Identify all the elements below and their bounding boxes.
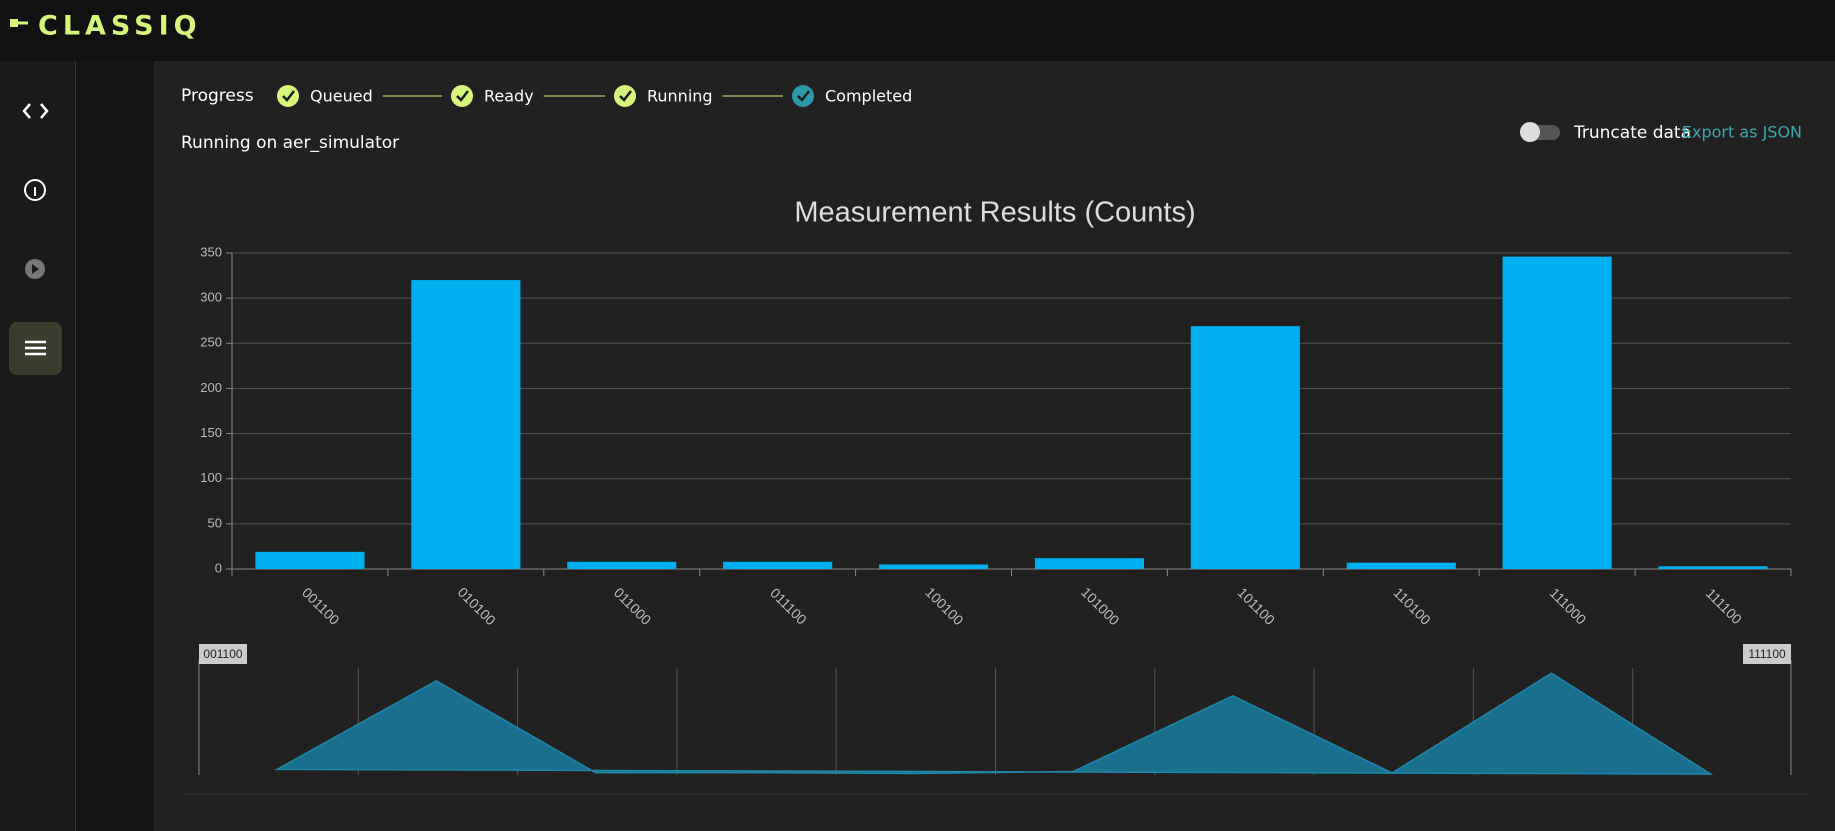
step-icon (614, 85, 636, 107)
check (619, 90, 632, 102)
range-label: 111100 (1748, 647, 1786, 661)
run-icon (32, 264, 39, 274)
bar (1658, 566, 1768, 569)
bar (411, 280, 521, 569)
step-label: Completed (825, 87, 912, 106)
step-label: Running (647, 87, 713, 106)
range-label: 001100 (203, 647, 242, 661)
toggle-label: Truncate data (1573, 123, 1691, 143)
y-tick-label: 250 (200, 335, 222, 350)
logo-mark (10, 19, 18, 27)
export-button[interactable]: Export as JSON (1682, 123, 1802, 142)
bar (1034, 558, 1145, 569)
bar (1346, 562, 1456, 569)
y-tick-label: 350 (200, 244, 222, 259)
side-panel (76, 61, 154, 831)
y-tick-label: 100 (200, 470, 222, 485)
y-tick-label: 200 (200, 380, 222, 395)
check (456, 90, 469, 102)
toggle-knob (1520, 122, 1540, 142)
chart-title: Measurement Results (Counts) (794, 197, 1195, 229)
code-icon[interactable] (22, 103, 49, 119)
logo: CLASSIQ (38, 11, 202, 42)
range-label-box (199, 644, 247, 664)
bar (723, 561, 833, 569)
check (797, 90, 810, 102)
y-tick-label: 50 (208, 515, 222, 530)
check (282, 90, 295, 102)
step-icon (792, 85, 814, 107)
status: Running on aer_simulator (181, 133, 399, 153)
bar (1502, 256, 1612, 569)
step-icon (277, 85, 299, 107)
info-icon[interactable] (24, 179, 46, 201)
step-label: Ready (484, 87, 534, 106)
y-tick-label: 300 (200, 290, 222, 305)
y-tick-label: 0 (215, 560, 222, 575)
step-label: Queued (310, 87, 373, 106)
bar (255, 551, 365, 569)
progress-label: Progress (181, 86, 254, 106)
step-icon (451, 85, 473, 107)
list-icon (25, 340, 46, 356)
sidebar (0, 61, 75, 831)
header (0, 0, 1835, 61)
navigator-area (274, 672, 1714, 775)
bar (1190, 326, 1300, 569)
divider (75, 61, 76, 831)
range-label-box (1743, 644, 1791, 664)
bar (567, 561, 677, 569)
y-tick-label: 150 (200, 425, 222, 440)
bar (878, 564, 989, 569)
progress-steps: Queued Ready Running Completed (277, 85, 912, 107)
